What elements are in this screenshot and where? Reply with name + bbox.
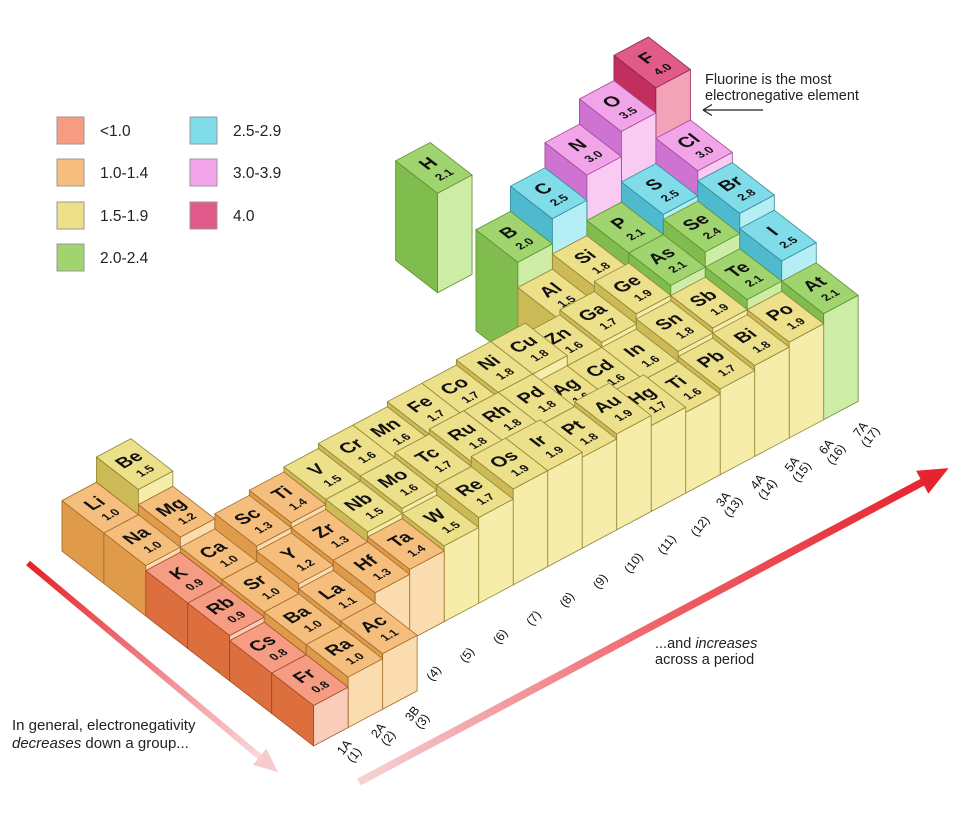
svg-text:1.5-1.9: 1.5-1.9 [100, 208, 148, 225]
svg-text:In general, electronegativity: In general, electronegativity [12, 717, 196, 734]
svg-text:...and increases: ...and increases [655, 636, 757, 652]
svg-text:Se: Se [677, 210, 714, 233]
svg-text:1.0-1.4: 1.0-1.4 [100, 165, 149, 182]
svg-text:across a period: across a period [655, 652, 754, 668]
svg-text:electronegative element: electronegative element [705, 88, 859, 104]
svg-text:Sc: Sc [229, 504, 266, 527]
svg-text:3.0-3.9: 3.0-3.9 [233, 165, 281, 182]
svg-text:Fluorine is the most: Fluorine is the most [705, 72, 832, 88]
svg-text:2.0-2.4: 2.0-2.4 [100, 250, 149, 267]
svg-text:decreases down a group...: decreases down a group... [12, 735, 189, 752]
svg-text:2.5-2.9: 2.5-2.9 [233, 123, 281, 140]
svg-text:<1.0: <1.0 [100, 123, 131, 140]
svg-text:4.0: 4.0 [233, 208, 255, 225]
